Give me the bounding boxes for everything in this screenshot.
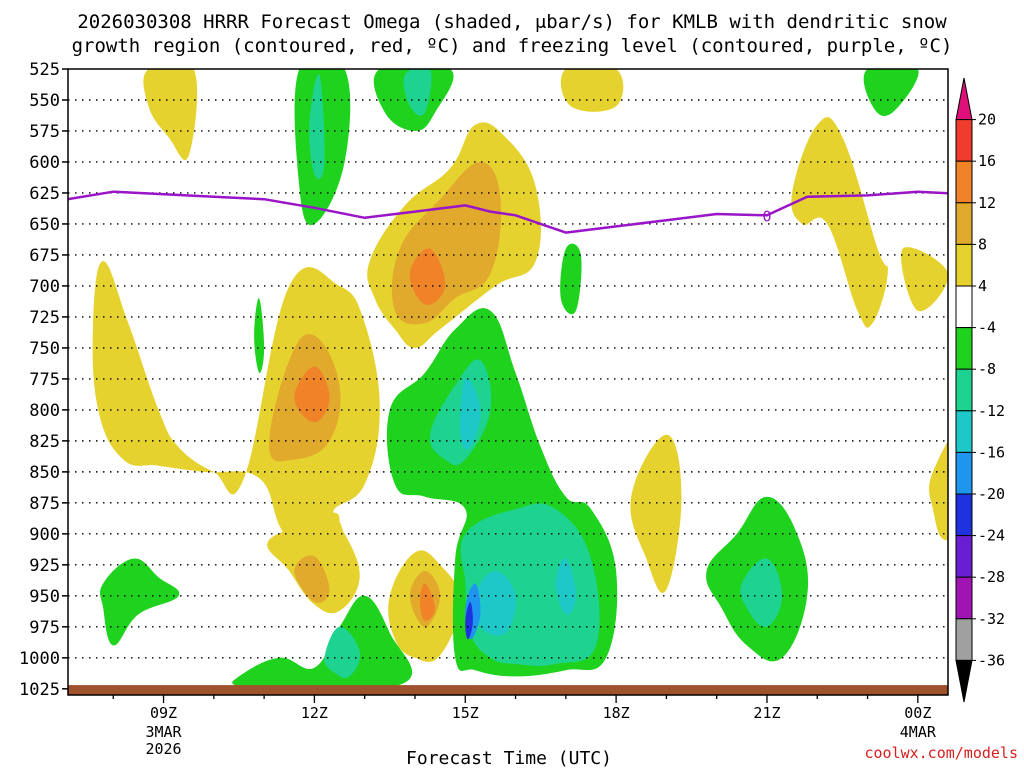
x-tick-label: 00Z: [904, 704, 931, 722]
colorbar-bin: [955, 160, 973, 204]
y-tick-label: 675: [29, 246, 60, 266]
freezing-level-layer: 0: [68, 190, 948, 234]
x-tick-label: 18Z: [603, 704, 630, 722]
colorbar-label: 20: [978, 111, 996, 129]
freezing-level-line: [68, 190, 948, 234]
colorbar-bin: [955, 451, 973, 495]
x-axis-title: Forecast Time (UTC): [406, 748, 612, 768]
colorbar-label: -4: [978, 319, 996, 337]
omega-region: [232, 595, 413, 690]
x-tick-label: 09Z: [150, 704, 177, 722]
omega-region: [254, 298, 265, 374]
omega-colorbar: 20 16 12 8 4 -4 -8 -12 -16 -20 -24 -28 -32 -36: [955, 77, 1005, 703]
y-tick-label: 725: [29, 308, 60, 328]
omega-region: [901, 247, 948, 312]
omega-region: [409, 248, 446, 305]
freezing-level-label: 0: [762, 207, 771, 225]
colorbar-label: -24: [978, 527, 1005, 545]
omega-region: [403, 69, 432, 116]
y-tick-label: 975: [29, 618, 60, 638]
y-tick-label: 950: [29, 587, 60, 607]
y-tick-label: 575: [29, 122, 60, 142]
colorbar-bin: [955, 576, 973, 620]
y-tick-label: 1000: [19, 649, 60, 669]
colorbar-bin: [955, 243, 973, 287]
x-tick-date: 3MAR: [145, 723, 182, 741]
colorbar-label: 12: [978, 194, 996, 212]
x-tick-label: 12Z: [301, 704, 328, 722]
colorbar-bin: [955, 77, 973, 121]
omega-region: [294, 366, 330, 423]
colorbar-label: 8: [978, 235, 987, 253]
x-tick-label: 15Z: [452, 704, 479, 722]
colorbar-label: -12: [978, 402, 1005, 420]
omega-region: [473, 571, 516, 636]
colorbar-bin: [955, 410, 973, 453]
omega-region: [100, 558, 180, 646]
colorbar-bin: [955, 285, 973, 329]
x-tick-label: 21Z: [753, 704, 780, 722]
y-tick-label: 600: [29, 153, 60, 173]
colorbar-bin: [955, 618, 973, 661]
colorbar-label: -8: [978, 360, 996, 378]
colorbar-label: -32: [978, 610, 1005, 628]
y-tick-label: 875: [29, 494, 60, 514]
colorbar-label: -16: [978, 443, 1005, 461]
omega-region: [555, 558, 576, 615]
omega-region: [791, 117, 888, 328]
pressure-axis: 525 550 575 600 625 650 675 700 725 750 775 800 825 8…: [19, 60, 68, 700]
y-tick-label: 750: [29, 339, 60, 359]
colorbar-label: 4: [978, 277, 987, 295]
colorbar-bin: [955, 493, 973, 537]
colorbar-bin: [955, 119, 973, 162]
y-tick-label: 625: [29, 184, 60, 204]
y-tick-label: 825: [29, 432, 60, 452]
colorbar-bin: [955, 368, 973, 412]
y-tick-label: 925: [29, 556, 60, 576]
y-tick-label: 550: [29, 91, 60, 111]
y-tick-label: 850: [29, 463, 60, 483]
colorbar-bin: [955, 659, 973, 703]
colorbar-label: -36: [978, 651, 1005, 669]
omega-region: [143, 69, 198, 161]
ground-strip: [68, 685, 948, 695]
colorbar-bin: [955, 202, 973, 245]
omega-region: [630, 434, 682, 593]
colorbar-label: -20: [978, 485, 1005, 503]
omega-region: [740, 558, 783, 628]
y-tick-label: 900: [29, 525, 60, 545]
omega-region: [560, 69, 624, 112]
chart-title-line2: growth region (contoured, red, ºC) and f…: [72, 35, 953, 57]
colorbar-label: 16: [978, 152, 996, 170]
omega-region: [420, 583, 436, 621]
colorbar-bin: [955, 535, 973, 578]
plot-frame: [67, 68, 949, 696]
y-tick-label: 700: [29, 277, 60, 297]
colorbar-bin: [955, 327, 973, 370]
y-tick-label: 775: [29, 370, 60, 390]
omega-region: [294, 555, 330, 604]
omega-region: [465, 601, 473, 640]
credit-label: coolwx.com/models: [864, 744, 1018, 762]
omega-region: [929, 441, 948, 541]
omega-shading-layer: [92, 69, 948, 690]
y-tick-label: 525: [29, 60, 60, 80]
y-tick-label: 800: [29, 401, 60, 421]
omega-region: [863, 69, 919, 116]
omega-region: [459, 378, 481, 450]
colorbar-label: -28: [978, 568, 1005, 586]
x-tick-date: 4MAR: [900, 723, 937, 741]
x-tick-year: 2026: [145, 740, 181, 758]
omega-region: [560, 243, 582, 315]
chart-title-line1: 2026030308 HRRR Forecast Omega (shaded, …: [77, 11, 947, 33]
y-tick-label: 1025: [19, 680, 60, 700]
omega-region: [324, 626, 361, 679]
y-tick-label: 650: [29, 215, 60, 235]
